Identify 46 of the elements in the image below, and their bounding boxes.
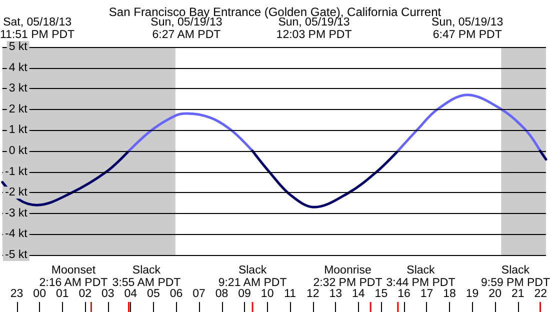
x-tick-label: 04 [124, 288, 138, 300]
x-tick-label: 16 [398, 288, 410, 300]
text: Sun, 05/19/13 12:03 PM PDT [276, 16, 352, 41]
x-tick-label: 02 [78, 288, 92, 300]
chart-title: San Francisco Bay Entrance (Golden Gate), California Current [108, 5, 442, 19]
x-tick-label: 14 [352, 288, 366, 300]
y-tick-label: -5 kt [4, 249, 28, 261]
x-tick-label: 15 [374, 288, 388, 300]
x-tick-label: 23 [10, 288, 24, 300]
y-tick-label: -1 kt [4, 166, 28, 178]
text: Sat, 05/18/13 11:51 PM PDT [0, 16, 75, 41]
x-tick-label: 09 [238, 288, 251, 300]
x-tick-label: 21 [511, 288, 524, 300]
x-tick-label: 22 [534, 288, 548, 300]
y-tick-label: 3 kt [8, 82, 28, 95]
x-tick-label: 00 [33, 288, 46, 300]
ref-line-label: Slack 3:44 PM PDT [386, 264, 456, 289]
ref-line-label: Moonrise 2:32 PM PDT [313, 264, 382, 289]
x-tick-label: 08 [215, 288, 228, 300]
ref-line-label: Slack 9:59 PM PDT [480, 264, 550, 289]
x-tick-label: 05 [147, 288, 160, 300]
y-tick-label: -4 kt [4, 228, 28, 240]
y-tick-label: -2 kt [4, 186, 28, 199]
x-tick-label: 13 [329, 288, 342, 300]
y-tick-label: -3 kt [4, 207, 28, 220]
x-tick-label: 18 [443, 288, 456, 300]
x-tick-label: 07 [192, 288, 206, 300]
x-tick-label: 11 [284, 288, 296, 300]
x-tick-label: 06 [170, 288, 183, 300]
x-tick-label: 01 [56, 288, 69, 300]
y-tick-label: 4 kt [8, 62, 28, 74]
text: Sun, 05/19/13 6:27 AM PDT [150, 16, 222, 41]
y-tick-label: 0 kt [8, 145, 28, 157]
x-tick-label: 17 [420, 288, 434, 300]
ref-line-label: Slack 9:21 AM PDT [218, 264, 287, 289]
y-tick-label: 2 kt [8, 103, 28, 116]
x-tick-label: 19 [466, 288, 479, 300]
x-tick-label: 03 [101, 288, 114, 300]
x-tick-label: 10 [260, 288, 274, 300]
text: Sun, 05/19/13 6:47 PM PDT [432, 16, 504, 41]
x-tick-label: 12 [306, 288, 320, 300]
ref-line-label: Slack 3:55 AM PDT [112, 264, 181, 289]
x-tick-label: 20 [488, 288, 502, 300]
ref-line-label: Moonset 2:16 AM PDT [39, 264, 108, 289]
y-tick-label: 1 kt [8, 124, 28, 136]
y-tick-label: 5 kt [8, 41, 28, 53]
